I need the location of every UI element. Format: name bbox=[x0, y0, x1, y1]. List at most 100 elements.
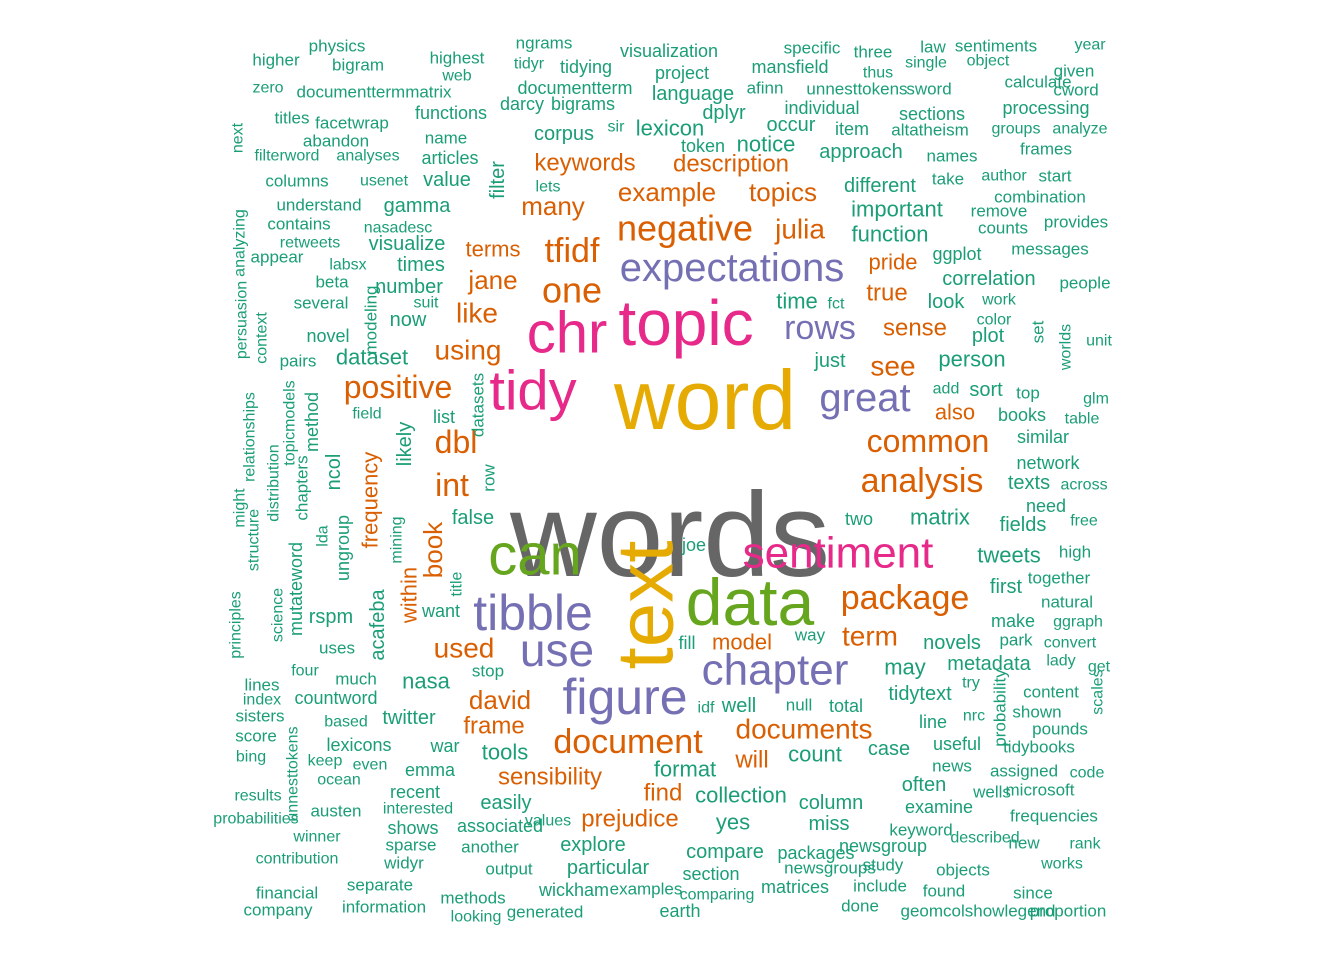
word-nasadesc: nasadesc bbox=[364, 220, 433, 237]
word-rank: rank bbox=[1069, 836, 1101, 853]
word-much: much bbox=[335, 670, 377, 689]
word-afinn: afinn bbox=[747, 79, 784, 98]
word-individual: individual bbox=[784, 98, 859, 118]
word-values: values bbox=[525, 813, 571, 830]
word-visualization: visualization bbox=[620, 41, 718, 61]
word-results: results bbox=[234, 788, 281, 805]
word-higher: higher bbox=[252, 51, 300, 70]
word-set: set bbox=[1029, 320, 1048, 343]
word-novels: novels bbox=[923, 632, 981, 654]
word-structure: structure bbox=[246, 509, 263, 571]
word-table: table bbox=[1065, 411, 1100, 428]
word-probability: probability bbox=[991, 669, 1010, 747]
word-retweets: retweets bbox=[280, 235, 340, 252]
word-another: another bbox=[461, 838, 519, 857]
word-several: several bbox=[294, 294, 349, 313]
word-filterword: filterword bbox=[255, 148, 320, 165]
word-wells: wells bbox=[972, 783, 1011, 802]
word-cword: cword bbox=[1053, 81, 1098, 100]
word-web: web bbox=[441, 68, 471, 85]
word-context: context bbox=[254, 312, 271, 364]
word-easily: easily bbox=[480, 792, 531, 814]
word-pairs: pairs bbox=[280, 352, 317, 371]
word-sentiment: sentiment bbox=[743, 529, 934, 578]
word-idf: idf bbox=[698, 700, 715, 717]
word-model: model bbox=[712, 630, 772, 655]
word-emma: emma bbox=[405, 760, 456, 780]
word-like: like bbox=[456, 298, 498, 329]
word-packages: packages bbox=[777, 843, 854, 863]
word-tfidf: tfidf bbox=[545, 232, 600, 270]
word-newsgroup: newsgroup bbox=[839, 836, 927, 856]
word-shown: shown bbox=[1012, 703, 1061, 722]
word-sensibility: sensibility bbox=[498, 764, 602, 791]
word-terms: terms bbox=[466, 237, 521, 262]
word-people: people bbox=[1059, 274, 1110, 293]
word-tidy: tidy bbox=[489, 359, 576, 422]
word-analysis: analysis bbox=[861, 462, 984, 500]
word-figure: figure bbox=[562, 669, 687, 725]
word-law: law bbox=[920, 38, 946, 57]
word-gamma: gamma bbox=[384, 195, 452, 217]
word-thus: thus bbox=[863, 65, 893, 82]
word-book: book bbox=[418, 521, 448, 578]
word-name: name bbox=[425, 129, 468, 148]
word-filter: filter bbox=[487, 161, 509, 199]
word-rspm: rspm bbox=[309, 606, 353, 628]
word-glm: glm bbox=[1083, 391, 1109, 408]
word-bigrams: bigrams bbox=[551, 94, 615, 114]
word-books: books bbox=[998, 405, 1046, 425]
word-get: get bbox=[1088, 659, 1111, 676]
word-contribution: contribution bbox=[256, 851, 339, 868]
word-take: take bbox=[932, 170, 964, 189]
word-project: project bbox=[655, 63, 709, 83]
word-new: new bbox=[1008, 834, 1040, 853]
word-fct: fct bbox=[828, 296, 845, 313]
word-first: first bbox=[990, 576, 1023, 598]
word-natural: natural bbox=[1041, 593, 1093, 612]
word-highest: highest bbox=[430, 49, 485, 68]
word-associated: associated bbox=[457, 816, 543, 836]
word-study: study bbox=[863, 856, 904, 875]
word-value: value bbox=[423, 169, 471, 191]
word-dataset: dataset bbox=[336, 345, 408, 370]
word-works: works bbox=[1040, 856, 1083, 873]
word-geomcolshowlegend: geomcolshowlegend bbox=[901, 902, 1056, 921]
word-scales: scales bbox=[1090, 669, 1107, 714]
word-lady: lady bbox=[1046, 653, 1075, 670]
word-chapter: chapter bbox=[702, 646, 849, 695]
word-modeling: modeling bbox=[362, 286, 381, 355]
word-microsoft: microsoft bbox=[1006, 781, 1075, 800]
word-widyr: widyr bbox=[383, 854, 424, 873]
word-sir: sir bbox=[608, 119, 626, 136]
word-total: total bbox=[829, 696, 863, 716]
word-lexicon: lexicon bbox=[636, 116, 704, 141]
word-functions: functions bbox=[415, 103, 487, 123]
word-lda: lda bbox=[315, 525, 332, 546]
word-ncol: ncol bbox=[323, 454, 345, 491]
word-next: next bbox=[230, 122, 247, 153]
word-remove: remove bbox=[971, 202, 1028, 221]
word-document: document bbox=[553, 723, 703, 761]
word-examples: examples bbox=[610, 880, 683, 899]
word-want: want bbox=[421, 601, 460, 621]
word-need: need bbox=[1026, 496, 1066, 516]
word-usenet: usenet bbox=[360, 173, 409, 190]
word-specific: specific bbox=[784, 39, 841, 58]
word-david: david bbox=[469, 685, 531, 715]
word-countword: countword bbox=[294, 688, 377, 708]
word-used: used bbox=[434, 633, 495, 664]
word-ggplot: ggplot bbox=[932, 244, 981, 264]
word-across: across bbox=[1060, 477, 1107, 494]
word-rows: rows bbox=[784, 309, 856, 347]
word-together: together bbox=[1028, 569, 1091, 588]
word-ocean: ocean bbox=[317, 772, 361, 789]
word-correlation: correlation bbox=[942, 268, 1035, 290]
word-see: see bbox=[870, 351, 915, 382]
word-financial: financial bbox=[256, 884, 318, 903]
word-notice: notice bbox=[737, 132, 796, 157]
word-number: number bbox=[375, 276, 443, 298]
word-war: war bbox=[429, 736, 459, 756]
word-suit: suit bbox=[414, 295, 439, 312]
word-sort: sort bbox=[969, 379, 1003, 401]
